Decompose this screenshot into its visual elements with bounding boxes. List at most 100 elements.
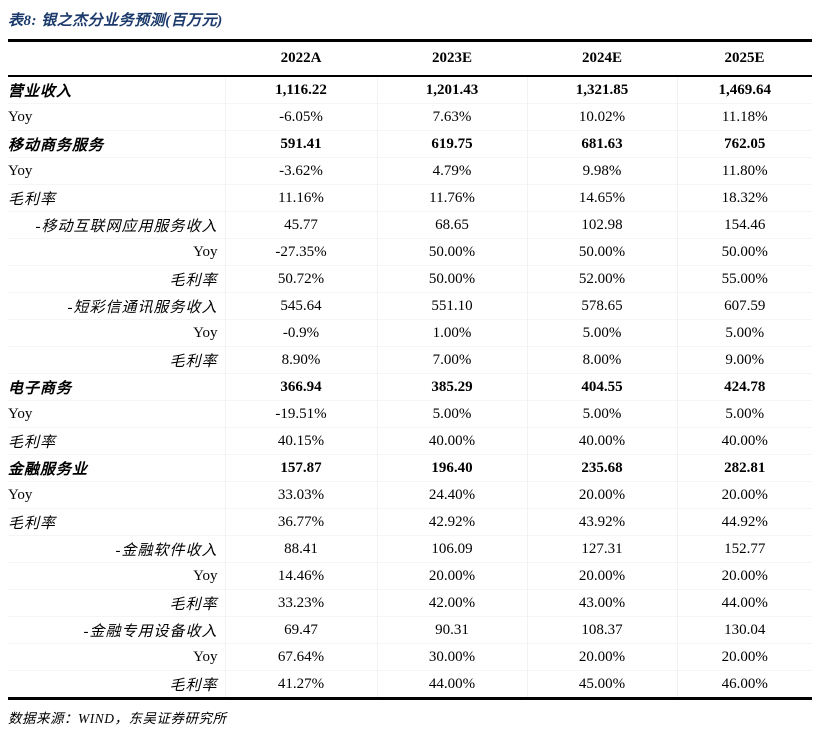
cell-value: 44.00% (676, 589, 812, 617)
cell-value: 5.00% (676, 400, 812, 428)
table-row: 毛利率 41.27% 44.00% 45.00% 46.00% (8, 670, 812, 699)
header-row: 2022A 2023E 2024E 2025E (8, 40, 812, 77)
cell-value: 385.29 (376, 373, 527, 401)
cell-value: 43.92% (526, 508, 677, 536)
row-label: Yoy (8, 481, 225, 509)
table-row: 毛利率 8.90% 7.00% 8.00% 9.00% (8, 346, 812, 374)
row-label: 毛利率 (8, 184, 225, 212)
cell-value: 50.00% (526, 238, 677, 266)
table-row: -短彩信通讯服务收入 545.64 551.10 578.65 607.59 (8, 292, 812, 320)
table-row: Yoy 67.64% 30.00% 20.00% 20.00% (8, 643, 812, 671)
row-label: 毛利率 (8, 508, 225, 536)
cell-value: 20.00% (676, 562, 812, 590)
cell-value: 154.46 (676, 211, 812, 239)
cell-value: 52.00% (526, 265, 677, 293)
cell-value: 42.00% (376, 589, 527, 617)
header-col-2025E: 2025E (677, 40, 812, 77)
table-row: Yoy -6.05% 7.63% 10.02% 11.18% (8, 103, 812, 131)
cell-value: 5.00% (676, 319, 812, 347)
cell-value: 14.46% (224, 562, 377, 590)
row-label: -金融专用设备收入 (8, 616, 225, 644)
row-label: Yoy (8, 157, 225, 185)
table-header: 2022A 2023E 2024E 2025E (8, 40, 812, 77)
row-label: 毛利率 (8, 265, 225, 293)
cell-value: 1,201.43 (376, 76, 527, 104)
cell-value: 8.00% (526, 346, 677, 374)
cell-value: 5.00% (526, 400, 677, 428)
cell-value: 591.41 (224, 130, 377, 158)
cell-value: 43.00% (526, 589, 677, 617)
cell-value: 1,321.85 (526, 76, 677, 104)
table-row: Yoy 33.03% 24.40% 20.00% 20.00% (8, 481, 812, 509)
cell-value: 20.00% (526, 481, 677, 509)
header-label-spacer (8, 40, 225, 77)
cell-value: 366.94 (224, 373, 377, 401)
cell-value: 40.00% (376, 427, 527, 455)
cell-value: 106.09 (376, 535, 527, 563)
table-row: Yoy 14.46% 20.00% 20.00% 20.00% (8, 562, 812, 590)
cell-value: 40.00% (676, 427, 812, 455)
cell-value: 50.00% (376, 238, 527, 266)
cell-value: 235.68 (526, 454, 677, 482)
cell-value: 50.00% (376, 265, 527, 293)
cell-value: 45.77 (224, 211, 377, 239)
cell-value: 1,116.22 (224, 76, 377, 104)
table-row: Yoy -3.62% 4.79% 9.98% 11.80% (8, 157, 812, 185)
cell-value: 88.41 (224, 535, 377, 563)
cell-value: 607.59 (676, 292, 812, 320)
row-label: Yoy (8, 400, 225, 428)
table-row: 毛利率 50.72% 50.00% 52.00% 55.00% (8, 265, 812, 293)
cell-value: 127.31 (526, 535, 677, 563)
cell-value: 18.32% (676, 184, 812, 212)
cell-value: 14.65% (526, 184, 677, 212)
cell-value: 130.04 (676, 616, 812, 644)
cell-value: 68.65 (376, 211, 527, 239)
row-label: Yoy (8, 238, 225, 266)
cell-value: 11.76% (376, 184, 527, 212)
cell-value: 404.55 (526, 373, 677, 401)
cell-value: 41.27% (224, 670, 377, 699)
row-label: Yoy (8, 643, 225, 671)
cell-value: 9.98% (526, 157, 677, 185)
table-row: Yoy -19.51% 5.00% 5.00% 5.00% (8, 400, 812, 428)
cell-value: 102.98 (526, 211, 677, 239)
cell-value: 33.23% (224, 589, 377, 617)
row-label: Yoy (8, 103, 225, 131)
cell-value: 20.00% (526, 643, 677, 671)
cell-value: 42.92% (376, 508, 527, 536)
row-label: Yoy (8, 562, 225, 590)
header-col-2024E: 2024E (527, 40, 677, 77)
cell-value: 67.64% (224, 643, 377, 671)
cell-value: -27.35% (224, 238, 377, 266)
row-label: 毛利率 (8, 427, 225, 455)
cell-value: 282.81 (676, 454, 812, 482)
cell-value: 44.92% (676, 508, 812, 536)
cell-value: 1,469.64 (676, 76, 812, 104)
cell-value: 20.00% (676, 481, 812, 509)
cell-value: 5.00% (376, 400, 527, 428)
table-row: -移动互联网应用服务收入 45.77 68.65 102.98 154.46 (8, 211, 812, 239)
table-row: Yoy -27.35% 50.00% 50.00% 50.00% (8, 238, 812, 266)
data-source: 数据来源：WIND，东吴证券研究所 (8, 711, 227, 726)
row-label: Yoy (8, 319, 225, 347)
cell-value: 108.37 (526, 616, 677, 644)
forecast-table: 2022A 2023E 2024E 2025E 营业收入 1,116.22 1,20… (8, 39, 812, 700)
header-col-2023E: 2023E (377, 40, 527, 77)
row-label: 毛利率 (8, 346, 225, 374)
row-label: 移动商务服务 (8, 130, 225, 158)
cell-value: -0.9% (224, 319, 377, 347)
table-row: 毛利率 40.15% 40.00% 40.00% 40.00% (8, 427, 812, 455)
cell-value: 157.87 (224, 454, 377, 482)
cell-value: 40.00% (526, 427, 677, 455)
table-row: 毛利率 33.23% 42.00% 43.00% 44.00% (8, 589, 812, 617)
cell-value: 7.63% (376, 103, 527, 131)
cell-value: 424.78 (676, 373, 812, 401)
row-label: -金融软件收入 (8, 535, 225, 563)
cell-value: 50.72% (224, 265, 377, 293)
cell-value: 619.75 (376, 130, 527, 158)
table-row: -金融软件收入 88.41 106.09 127.31 152.77 (8, 535, 812, 563)
cell-value: 4.79% (376, 157, 527, 185)
cell-value: 5.00% (526, 319, 677, 347)
row-label: 电子商务 (8, 373, 225, 401)
